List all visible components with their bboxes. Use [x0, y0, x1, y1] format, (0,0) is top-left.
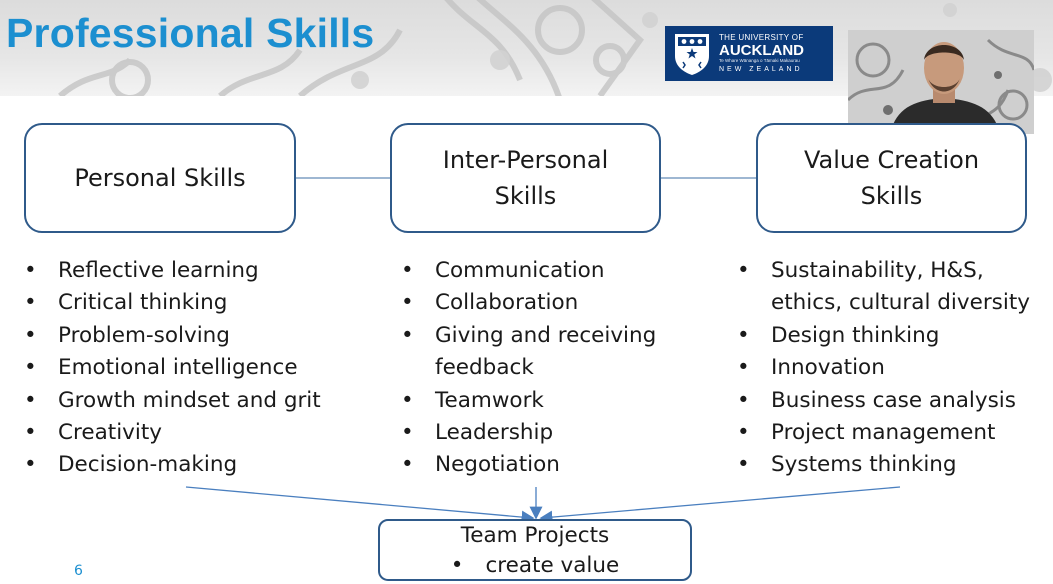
- presenter-webcam: [848, 30, 1034, 134]
- logo-line-3: Te Whare Wānanga o Tāmaki Makaurau: [719, 57, 800, 63]
- list-item: Creativity: [24, 417, 364, 450]
- logo-line-2: AUCKLAND: [719, 41, 804, 59]
- interpersonal-skills-list: Communication Collaboration Giving and r…: [401, 255, 671, 482]
- list-item: Teamwork: [401, 385, 671, 418]
- personal-skills-list: Reflective learning Critical thinking Pr…: [24, 255, 364, 482]
- list-item: Negotiation: [401, 449, 671, 482]
- personal-skills-box: Personal Skills: [24, 123, 296, 233]
- list-item: Problem-solving: [24, 320, 364, 353]
- list-item: Emotional intelligence: [24, 352, 364, 385]
- team-projects-title: Team Projects: [460, 523, 610, 548]
- list-item: Decision-making: [24, 449, 364, 482]
- list-item: Innovation: [737, 352, 1049, 385]
- list-item: Communication: [401, 255, 671, 288]
- list-item: Collaboration: [401, 287, 671, 320]
- list-item: Leadership: [401, 417, 671, 450]
- list-item: Reflective learning: [24, 255, 364, 288]
- interpersonal-skills-label-line1: Inter-Personal: [442, 146, 609, 174]
- value-creation-label-line2: Skills: [860, 182, 923, 210]
- list-item: Critical thinking: [24, 287, 364, 320]
- page-number: 6: [74, 563, 83, 579]
- decorative-pattern: [58, 0, 1052, 96]
- value-creation-label-line1: Value Creation: [803, 146, 980, 174]
- list-item: Design thinking: [737, 320, 1049, 353]
- interpersonal-skills-label-line2: Skills: [494, 182, 557, 210]
- logo-line-4: NEW ZEALAND: [719, 66, 803, 74]
- team-projects-bullet: create value: [451, 551, 619, 581]
- list-item: Sustainability, H&S, ethics, cultural di…: [737, 255, 1049, 320]
- logo-line-1: THE UNIVERSITY OF: [719, 32, 804, 42]
- list-item: Business case analysis: [737, 385, 1049, 418]
- personal-skills-label: Personal Skills: [74, 164, 246, 192]
- university-crest-icon: [675, 33, 709, 75]
- list-item: Growth mindset and grit: [24, 385, 364, 418]
- interpersonal-skills-box: Inter-Personal Skills: [390, 123, 661, 233]
- slide-title: Professional Skills: [6, 10, 375, 56]
- list-item: Project management: [737, 417, 1049, 450]
- team-projects-box: Team Projects create value: [378, 519, 692, 581]
- value-creation-skills-box: Value Creation Skills: [756, 123, 1027, 233]
- value-creation-skills-list: Sustainability, H&S, ethics, cultural di…: [737, 255, 1049, 482]
- university-logo: THE UNIVERSITY OF AUCKLAND Te Whare Wāna…: [665, 26, 833, 81]
- list-item: Systems thinking: [737, 449, 1049, 482]
- list-item: Giving and receiving feedback: [401, 320, 671, 385]
